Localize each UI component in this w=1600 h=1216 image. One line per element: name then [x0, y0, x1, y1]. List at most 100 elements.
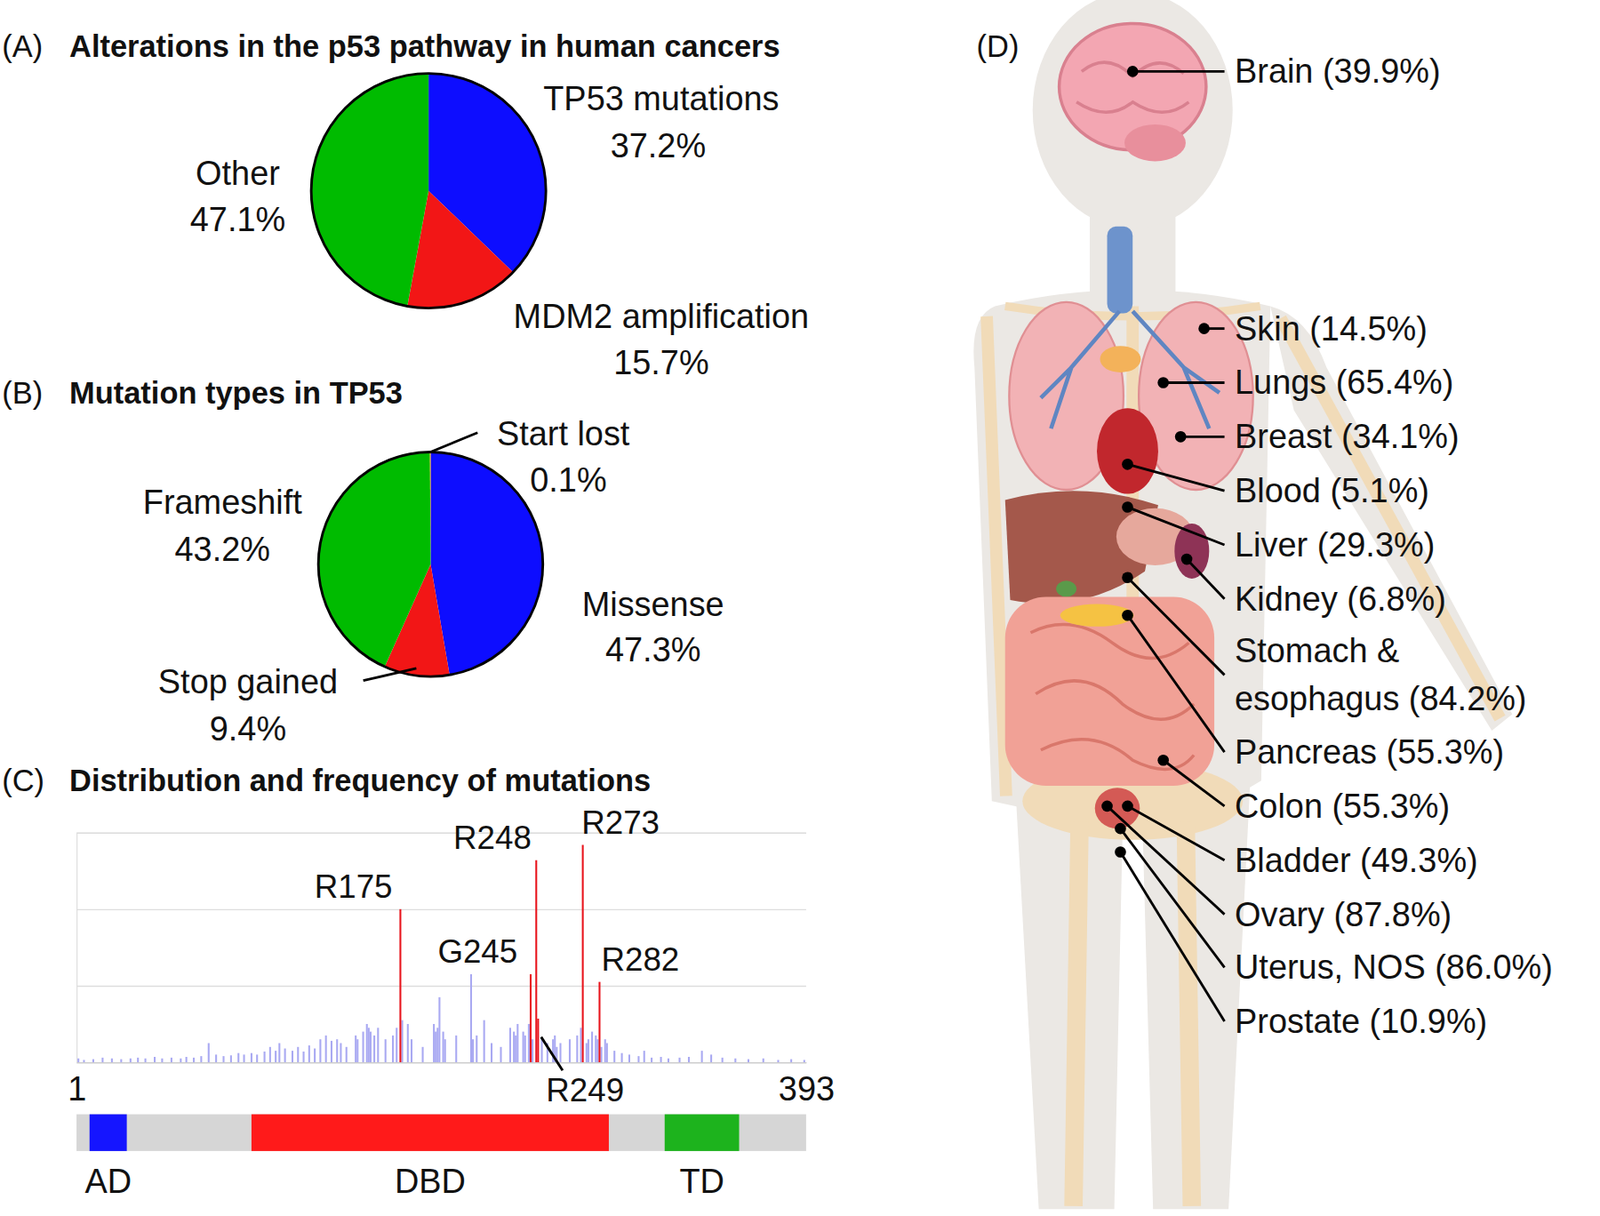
- bar: [528, 1024, 530, 1063]
- bar: [594, 1035, 597, 1063]
- bar: [303, 1051, 305, 1063]
- leader-line: [1127, 464, 1224, 491]
- bar: [339, 1043, 342, 1064]
- bar: [568, 1039, 571, 1063]
- bar: [369, 1032, 372, 1063]
- panel-title: Alterations in the p53 pathway in human …: [69, 29, 781, 64]
- body-illustration: [973, 0, 1512, 1209]
- cerebellum: [1124, 124, 1186, 161]
- organ-label: Liver (29.3%): [1234, 526, 1435, 564]
- bar: [336, 1039, 338, 1063]
- bar: [536, 1018, 539, 1063]
- annotation: R248: [453, 819, 532, 856]
- panel: (B)Mutation types in TP53Missense47.3%St…: [1, 376, 724, 748]
- slice-label: Missense: [582, 585, 725, 624]
- organ-dot: [1121, 571, 1134, 584]
- bar: [384, 1039, 387, 1063]
- bar: [269, 1047, 272, 1063]
- organ-label: esophagus (84.2%): [1234, 680, 1527, 718]
- pancreas: [1060, 604, 1135, 627]
- data-label: 37.2%: [610, 127, 706, 165]
- organ-label: Breast (34.1%): [1234, 417, 1460, 456]
- leader-line: [1127, 577, 1224, 676]
- bar: [319, 1039, 321, 1063]
- bar: [366, 1024, 368, 1063]
- leader-line: [1163, 760, 1225, 807]
- bar: [422, 1047, 424, 1063]
- bar: [308, 1045, 311, 1063]
- bar: [529, 974, 532, 1063]
- protein-domain: [251, 1114, 609, 1152]
- bar: [734, 1058, 736, 1063]
- bar: [483, 1020, 486, 1063]
- bar: [208, 1043, 210, 1064]
- bar: [400, 1020, 403, 1063]
- bar: [650, 1057, 653, 1063]
- domain-label: DBD: [394, 1162, 466, 1200]
- leader-line: [1127, 806, 1224, 861]
- annotation: R282: [600, 941, 680, 978]
- bar: [512, 1032, 515, 1063]
- bar: [153, 1056, 156, 1063]
- head: [1032, 0, 1233, 229]
- bar: [559, 1043, 561, 1064]
- organ-dot: [1114, 846, 1127, 858]
- leader-line: [1120, 852, 1224, 1023]
- organ-dot: [1175, 431, 1187, 443]
- panel-title: Mutation types in TP53: [69, 376, 403, 410]
- protein-backbone: [76, 1114, 807, 1152]
- organ-label: Bladder (49.3%): [1234, 841, 1479, 880]
- bar: [376, 1027, 379, 1063]
- panel-title: Distribution and frequency of mutations: [69, 763, 651, 798]
- pie: [318, 452, 544, 678]
- bar: [606, 1043, 608, 1064]
- heart: [1096, 408, 1159, 494]
- bar: [250, 1053, 253, 1063]
- bar: [170, 1057, 173, 1063]
- organ-dot: [1157, 754, 1169, 767]
- bar: [531, 1039, 534, 1063]
- bar: [92, 1059, 95, 1063]
- leader-line: [1163, 381, 1225, 384]
- bar: [82, 1059, 85, 1063]
- bar: [264, 1051, 266, 1063]
- bar: [296, 1047, 299, 1063]
- slice-label: MDM2 amplification: [513, 297, 810, 336]
- bar: [438, 997, 440, 1063]
- torso: [994, 289, 1271, 822]
- data-label: 47.1%: [190, 200, 286, 239]
- panel-letter: (B): [1, 376, 43, 410]
- bar: [688, 1056, 690, 1063]
- leg-bone: [1073, 821, 1080, 1207]
- organ-dot: [1121, 501, 1134, 513]
- bar: [192, 1057, 195, 1063]
- organ-dot: [1181, 553, 1193, 566]
- slice-label: Stop gained: [158, 663, 338, 701]
- organ-label: Skin (14.5%): [1234, 310, 1428, 348]
- slice-label: TP53 mutations: [543, 80, 779, 118]
- bar: [436, 1027, 439, 1063]
- annotation: R273: [581, 804, 660, 841]
- y-axis: [76, 832, 807, 1063]
- bar: [514, 1035, 517, 1063]
- arm-bone: [986, 316, 1007, 797]
- organ-label: Pancreas (55.3%): [1234, 733, 1504, 771]
- bar: [407, 1024, 409, 1063]
- x-axis: 1393: [67, 1062, 835, 1108]
- pie-outline: [318, 452, 544, 678]
- bar: [591, 1032, 593, 1063]
- bar: [585, 1043, 588, 1064]
- bar: [499, 1047, 502, 1063]
- bar: [701, 1050, 704, 1063]
- bar: [667, 1058, 670, 1063]
- bar: [587, 1039, 590, 1063]
- bar: [660, 1056, 663, 1063]
- organ-dot: [1121, 609, 1134, 622]
- bar: [776, 1059, 779, 1063]
- bar: [522, 1032, 525, 1063]
- bar: [215, 1054, 217, 1063]
- bar: [790, 1059, 792, 1063]
- bar: [200, 1056, 202, 1063]
- grid-line: [76, 909, 807, 911]
- bar: [392, 1035, 394, 1063]
